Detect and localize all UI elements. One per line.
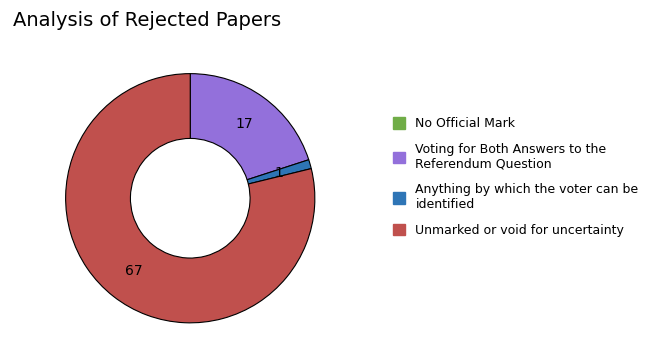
Wedge shape: [247, 160, 311, 184]
Wedge shape: [190, 74, 309, 180]
Text: 1: 1: [274, 166, 283, 180]
Legend: No Official Mark, Voting for Both Answers to the
Referendum Question, Anything b: No Official Mark, Voting for Both Answer…: [387, 111, 645, 243]
Wedge shape: [66, 74, 315, 323]
Text: 67: 67: [125, 264, 142, 278]
Text: Analysis of Rejected Papers: Analysis of Rejected Papers: [13, 11, 281, 30]
Text: 17: 17: [236, 116, 253, 131]
